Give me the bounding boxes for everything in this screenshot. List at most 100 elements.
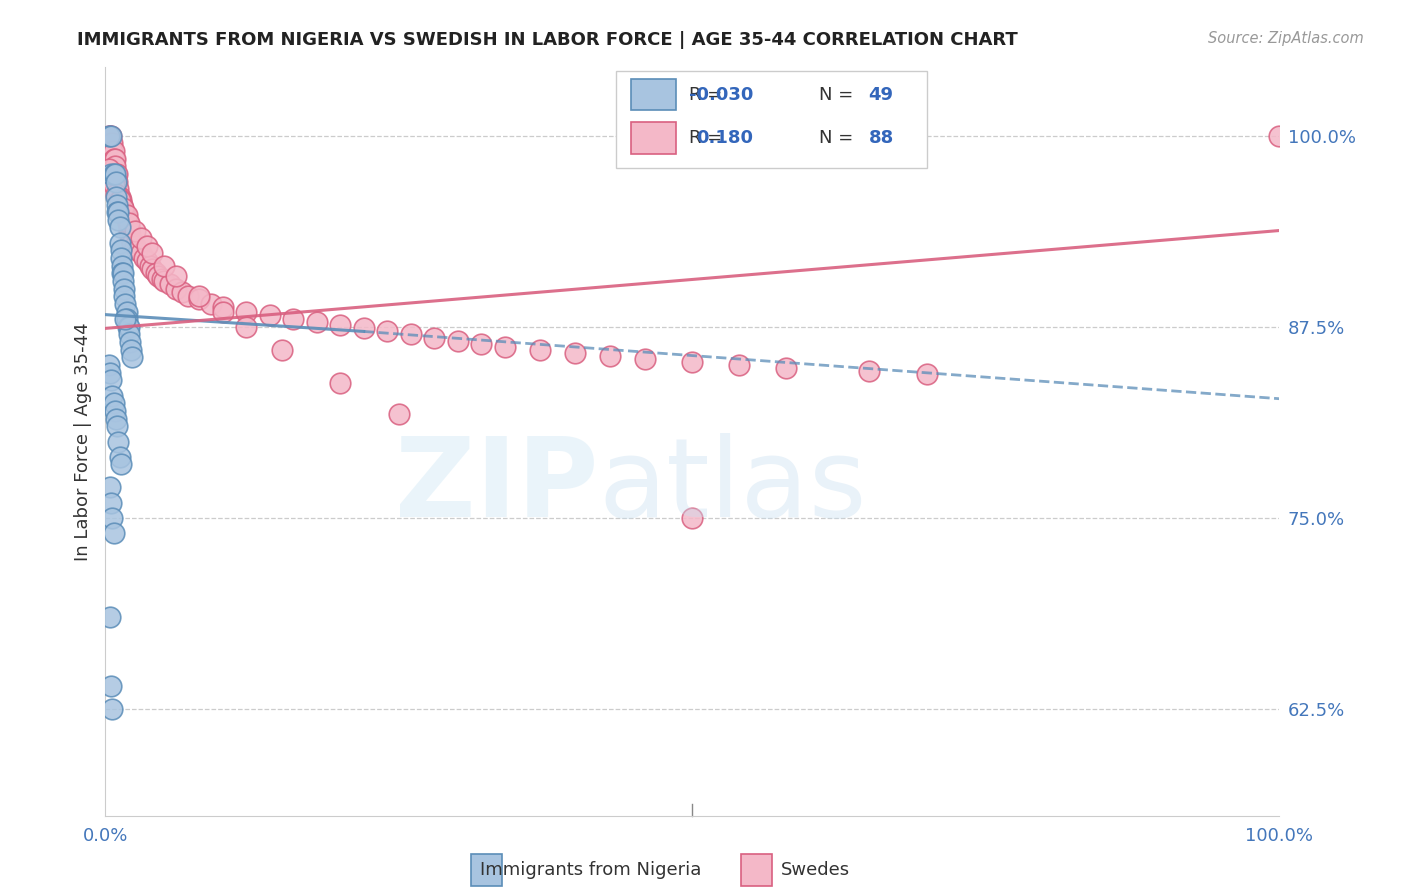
Point [112,282,135,296]
FancyBboxPatch shape [471,854,502,886]
Point [98,128,121,143]
Point [121,235,143,250]
Text: ZIP: ZIP [395,433,599,540]
Point [141,246,163,260]
Point [112,274,135,288]
Point [105,167,128,181]
Point [101,511,124,525]
Point [329,376,352,391]
Point [107,182,129,196]
Point [139,259,162,273]
Point [103,152,125,166]
Point [115,304,138,318]
Text: R =: R = [689,86,723,103]
Point [98,128,121,143]
Point [105,175,128,189]
Point [153,274,176,288]
Point [105,411,128,425]
Point [118,319,141,334]
Point [98,128,121,143]
Point [1268,128,1291,143]
Point [110,193,132,207]
Point [107,205,129,219]
Point [200,297,222,311]
Point [98,358,121,372]
Point [98,162,121,177]
Point [103,144,125,158]
Point [104,404,127,418]
Point [111,266,134,280]
Point [148,269,170,284]
Point [494,340,516,354]
Point [120,335,142,350]
Point [104,167,127,181]
Text: 88: 88 [869,129,894,147]
Point [145,266,167,280]
Point [110,251,132,265]
Point [121,351,143,365]
Point [105,197,128,211]
Point [235,319,257,334]
Point [270,343,292,357]
Point [118,327,141,342]
Point [235,304,257,318]
Point [118,216,141,230]
Point [103,526,125,541]
Point [470,336,492,351]
Point [599,349,621,363]
Point [388,407,411,421]
Text: -0.030: -0.030 [689,86,754,103]
Point [117,216,139,230]
Point [120,343,142,357]
Point [98,610,121,624]
Point [101,136,124,151]
Point [115,212,138,227]
Point [134,251,156,265]
Point [375,325,398,339]
Text: atlas: atlas [599,433,868,540]
Point [120,228,142,243]
Point [108,220,131,235]
Point [124,239,146,253]
Point [100,136,122,151]
Point [100,167,122,181]
Point [101,389,124,403]
Point [105,419,128,434]
Point [114,297,136,311]
Point [447,334,470,348]
Point [682,355,704,369]
Point [114,208,136,222]
Text: R =: R = [689,129,723,147]
Point [100,679,122,693]
Text: N =: N = [820,86,853,103]
Point [105,167,128,181]
Point [165,269,187,284]
Point [188,293,211,307]
Point [100,128,122,143]
Point [329,318,352,333]
Point [150,272,173,286]
Point [117,319,139,334]
Point [98,366,121,380]
Point [135,254,157,268]
Point [100,496,122,510]
Point [105,190,128,204]
Point [108,450,131,464]
Point [283,312,305,326]
Point [104,152,127,166]
Point [115,208,138,222]
Point [423,330,446,344]
Point [211,300,233,314]
Point [101,144,124,158]
Point [107,212,129,227]
Point [728,358,751,372]
Y-axis label: In Labor Force | Age 35-44: In Labor Force | Age 35-44 [73,322,91,561]
Point [112,289,135,303]
Point [114,312,136,326]
Point [118,223,141,237]
Point [115,312,138,326]
Point [100,373,122,387]
Point [129,246,152,260]
Point [170,285,193,299]
Point [112,201,135,215]
